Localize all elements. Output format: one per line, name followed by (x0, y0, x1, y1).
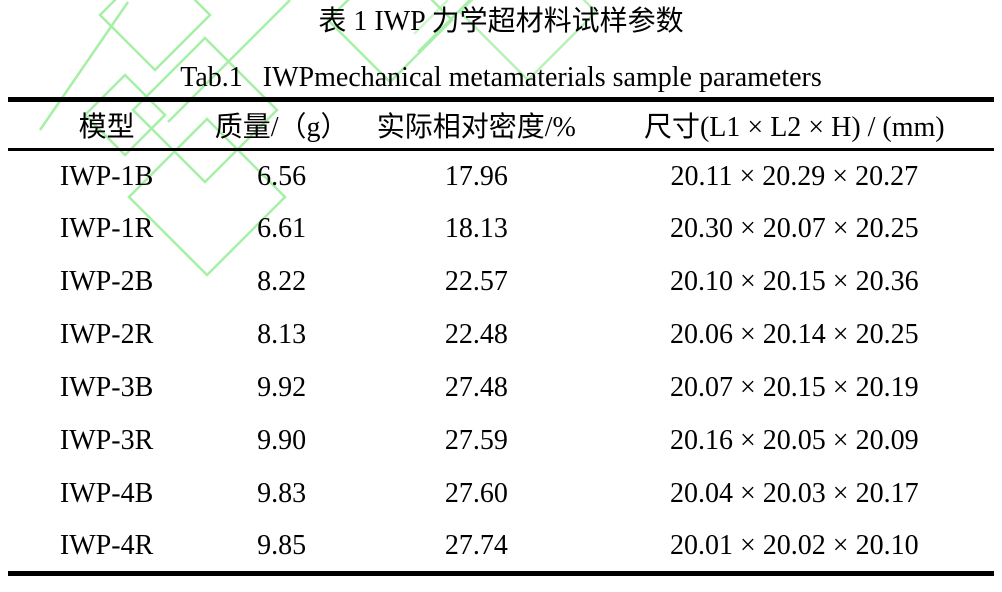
table-row: IWP-2R 8.13 22.48 20.06 × 20.14 × 20.25 (8, 309, 994, 362)
cell-dimensions: 20.10 × 20.15 × 20.36 (670, 266, 919, 297)
cell-dimensions: 20.11 × 20.29 × 20.27 (670, 160, 919, 192)
table-caption-english: Tab.1 IWPmechanical metamaterials sample … (0, 61, 1002, 94)
cell-model: IWP-4B (59, 478, 154, 509)
column-header-density: 实际相对密度/% (376, 112, 576, 143)
cell-dimensions: 20.30 × 20.07 × 20.25 (670, 213, 919, 244)
cell-mass: 9.85 (257, 529, 307, 561)
cell-mass: 8.22 (257, 266, 307, 297)
table-row: IWP-1R 6.61 18.13 20.30 × 20.07 × 20.25 (8, 203, 994, 256)
cell-density: 27.60 (444, 478, 508, 509)
cell-mass: 9.83 (257, 478, 307, 509)
table-row: IWP-3R 9.90 27.59 20.16 × 20.05 × 20.09 (8, 415, 994, 468)
table-caption-english-text: IWPmechanical metamaterials sample param… (262, 62, 822, 93)
table-row: IWP-4R 9.85 27.74 20.01 × 20.02 × 20.10 (8, 521, 994, 574)
column-header-model: 模型 (78, 112, 135, 143)
cell-mass: 6.61 (257, 213, 307, 244)
cell-model: IWP-2R (59, 319, 154, 350)
cell-dimensions: 20.16 × 20.05 × 20.09 (670, 425, 919, 456)
cell-density: 27.74 (444, 529, 508, 561)
cell-model: IWP-3R (59, 425, 154, 456)
cell-mass: 9.92 (257, 372, 307, 403)
table-row: IWP-3B 9.92 27.48 20.07 × 20.15 × 20.19 (8, 362, 994, 415)
cell-density: 17.96 (444, 160, 508, 192)
table-row: IWP-1B 6.56 17.96 20.11 × 20.29 × 20.27 (8, 150, 994, 203)
cell-mass: 9.90 (257, 425, 307, 456)
table-row: IWP-2B 8.22 22.57 20.10 × 20.15 × 20.36 (8, 256, 994, 309)
sample-parameters-table: 模型 质量/（g） 实际相对密度/% 尺寸(L1 × L2 × H) / (mm… (8, 97, 994, 576)
cell-density: 27.59 (444, 425, 508, 456)
cell-model: IWP-1B (59, 160, 154, 192)
paper-table-figure: 表 1 IWP 力学超材料试样参数 Tab.1 IWPmechanical met… (0, 6, 1002, 576)
header-row: 模型 质量/（g） 实际相对密度/% 尺寸(L1 × L2 × H) / (mm… (8, 100, 994, 150)
cell-dimensions: 20.01 × 20.02 × 20.10 (670, 529, 919, 561)
table-caption-chinese: 表 1 IWP 力学超材料试样参数 (318, 6, 684, 37)
cell-dimensions: 20.04 × 20.03 × 20.17 (670, 478, 919, 509)
column-header-dimensions: 尺寸(L1 × L2 × H) / (mm) (643, 112, 945, 143)
cell-density: 18.13 (444, 213, 508, 244)
cell-dimensions: 20.06 × 20.14 × 20.25 (670, 319, 919, 350)
cell-dimensions: 20.07 × 20.15 × 20.19 (670, 372, 919, 403)
cell-density: 22.48 (444, 319, 508, 350)
cell-model: IWP-3B (59, 372, 154, 403)
cell-model: IWP-1R (59, 213, 154, 244)
cell-density: 27.48 (444, 372, 508, 403)
column-header-mass: 质量/（g） (214, 112, 349, 143)
table-number-label: Tab.1 (180, 62, 243, 93)
cell-mass: 8.13 (257, 319, 307, 350)
cell-density: 22.57 (444, 266, 508, 297)
cell-model: IWP-4R (59, 529, 154, 561)
table-row: IWP-4B 9.83 27.60 20.04 × 20.03 × 20.17 (8, 468, 994, 521)
cell-mass: 6.56 (257, 160, 307, 192)
cell-model: IWP-2B (59, 266, 154, 297)
